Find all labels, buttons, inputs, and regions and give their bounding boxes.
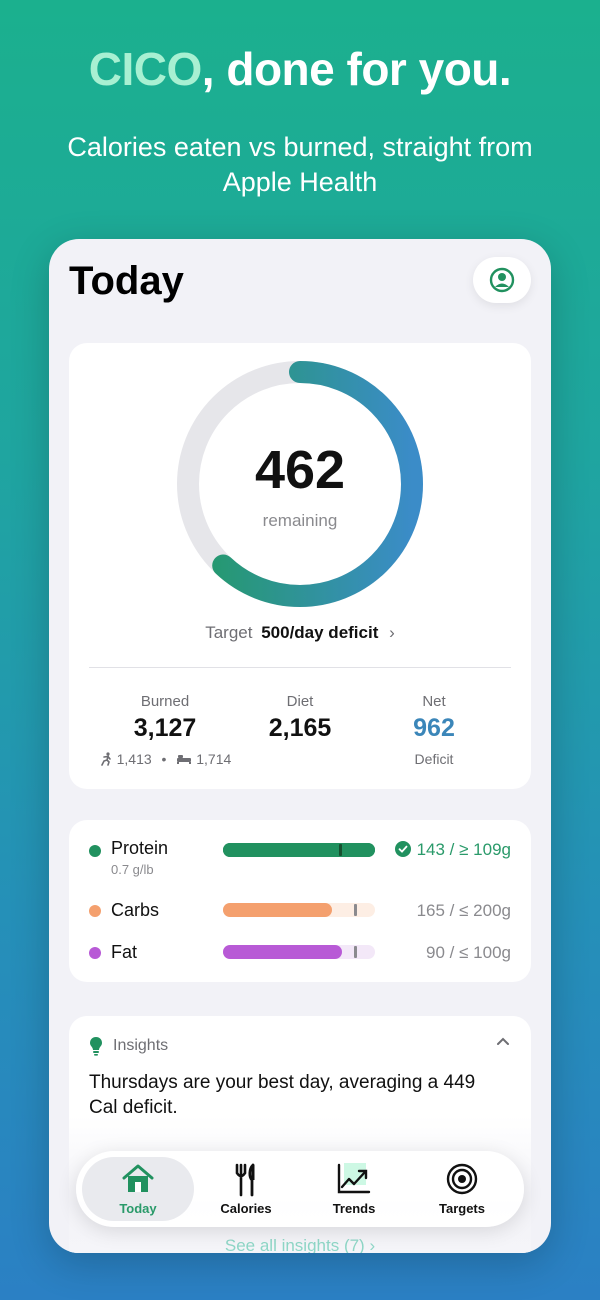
phone-screen: Today 462 remaining Target (49, 239, 551, 1253)
net-value: 962 (413, 714, 455, 742)
lightbulb-icon (90, 1037, 102, 1056)
fork-knife-icon (235, 1163, 255, 1197)
macro-dot (89, 845, 101, 857)
chevron-right-icon: › (389, 623, 395, 642)
tab-label: Trends (332, 1201, 376, 1216)
macro-bar-fill (223, 945, 342, 959)
macro-bar (223, 945, 375, 959)
net-stat: Net 962 Deficit (369, 693, 499, 767)
bed-icon (177, 755, 192, 764)
insights-heading: Insights (113, 1037, 169, 1054)
macro-bar (223, 903, 375, 917)
macro-name: Protein (111, 838, 169, 858)
summary-card: 462 remaining Target 500/day deficit › B… (69, 343, 531, 789)
page-title: Today (69, 259, 184, 303)
net-sub: Deficit (414, 751, 454, 767)
person-circle-icon (489, 267, 515, 293)
macro-row-protein: Protein 0.7 g/lb 143 / ≥ 109g (69, 838, 531, 878)
collapse-button[interactable] (495, 1034, 511, 1055)
diet-stat: Diet 2,165 (231, 693, 369, 743)
running-icon (100, 752, 111, 766)
remaining-ring: 462 remaining (173, 357, 427, 611)
diet-value: 2,165 (268, 714, 332, 742)
chart-line-icon (337, 1163, 371, 1194)
macro-sub: 0.7 g/lb (111, 862, 154, 877)
macro-bar-fill (223, 903, 333, 917)
target-row[interactable]: Target 500/day deficit › (69, 623, 531, 643)
headline: CICO, done for you. (0, 42, 600, 96)
chevron-up-icon (497, 1037, 509, 1045)
tab-today[interactable]: Today (82, 1157, 194, 1221)
burned-active-value: 1,413 (116, 751, 152, 767)
headline-accent: CICO (88, 43, 203, 95)
tab-calories[interactable]: Calories (190, 1157, 302, 1221)
diet-label: Diet (286, 693, 314, 710)
macro-target-marker (338, 844, 342, 856)
house-icon (122, 1164, 154, 1192)
tab-label: Targets (439, 1201, 485, 1216)
macro-name: Fat (111, 942, 138, 962)
burned-resting-value: 1,714 (196, 751, 232, 767)
macro-target-marker (353, 904, 357, 916)
tab-label: Calories (220, 1201, 272, 1216)
target-icon (446, 1163, 478, 1195)
remaining-value: 462 (254, 440, 346, 500)
macro-dot (89, 947, 101, 959)
profile-button[interactable] (473, 257, 531, 303)
macro-bar-fill (223, 843, 375, 857)
macro-dot (89, 905, 101, 917)
macro-row-fat: Fat 90 / ≤ 100g (69, 942, 531, 982)
subheadline: Calories eaten vs burned, straight from … (67, 132, 533, 197)
burned-value: 3,127 (133, 714, 197, 742)
target-label: Target (205, 623, 253, 642)
macro-value: 165 / ≤ 200g (416, 901, 511, 920)
divider (89, 667, 511, 668)
tab-bar: Today Calories Trends (76, 1151, 524, 1227)
target-value: 500/day deficit (261, 623, 379, 642)
tab-targets[interactable]: Targets (406, 1157, 518, 1221)
burned-stat: Burned 3,127 1,413 • 1,714 (95, 693, 235, 767)
see-all-insights-link[interactable]: See all insights (7) › (224, 1236, 376, 1253)
burned-breakdown: 1,413 • 1,714 (95, 751, 235, 767)
remaining-label: remaining (262, 511, 338, 530)
net-label: Net (422, 693, 446, 710)
tab-trends[interactable]: Trends (298, 1157, 410, 1221)
headline-rest: , done for you. (201, 43, 512, 95)
insights-header: Insights (89, 1036, 168, 1056)
macro-row-carbs: Carbs 165 / ≤ 200g (69, 900, 531, 940)
checkmark-circle-icon (394, 841, 411, 857)
macro-bar (223, 843, 375, 857)
macro-value: 143 / ≥ 109g (394, 840, 511, 860)
insight-text: Thursdays are your best day, averaging a… (89, 1072, 476, 1118)
ring-progress (177, 361, 423, 607)
tab-label: Today (119, 1201, 157, 1216)
macro-value-text: 143 / ≥ 109g (416, 840, 511, 859)
macro-value: 90 / ≤ 100g (426, 943, 511, 962)
macro-target-marker (353, 946, 357, 958)
burned-label: Burned (140, 693, 190, 710)
macros-card[interactable]: Protein 0.7 g/lb 143 / ≥ 109g Carbs 165 … (69, 820, 531, 982)
macro-name: Carbs (111, 900, 160, 920)
